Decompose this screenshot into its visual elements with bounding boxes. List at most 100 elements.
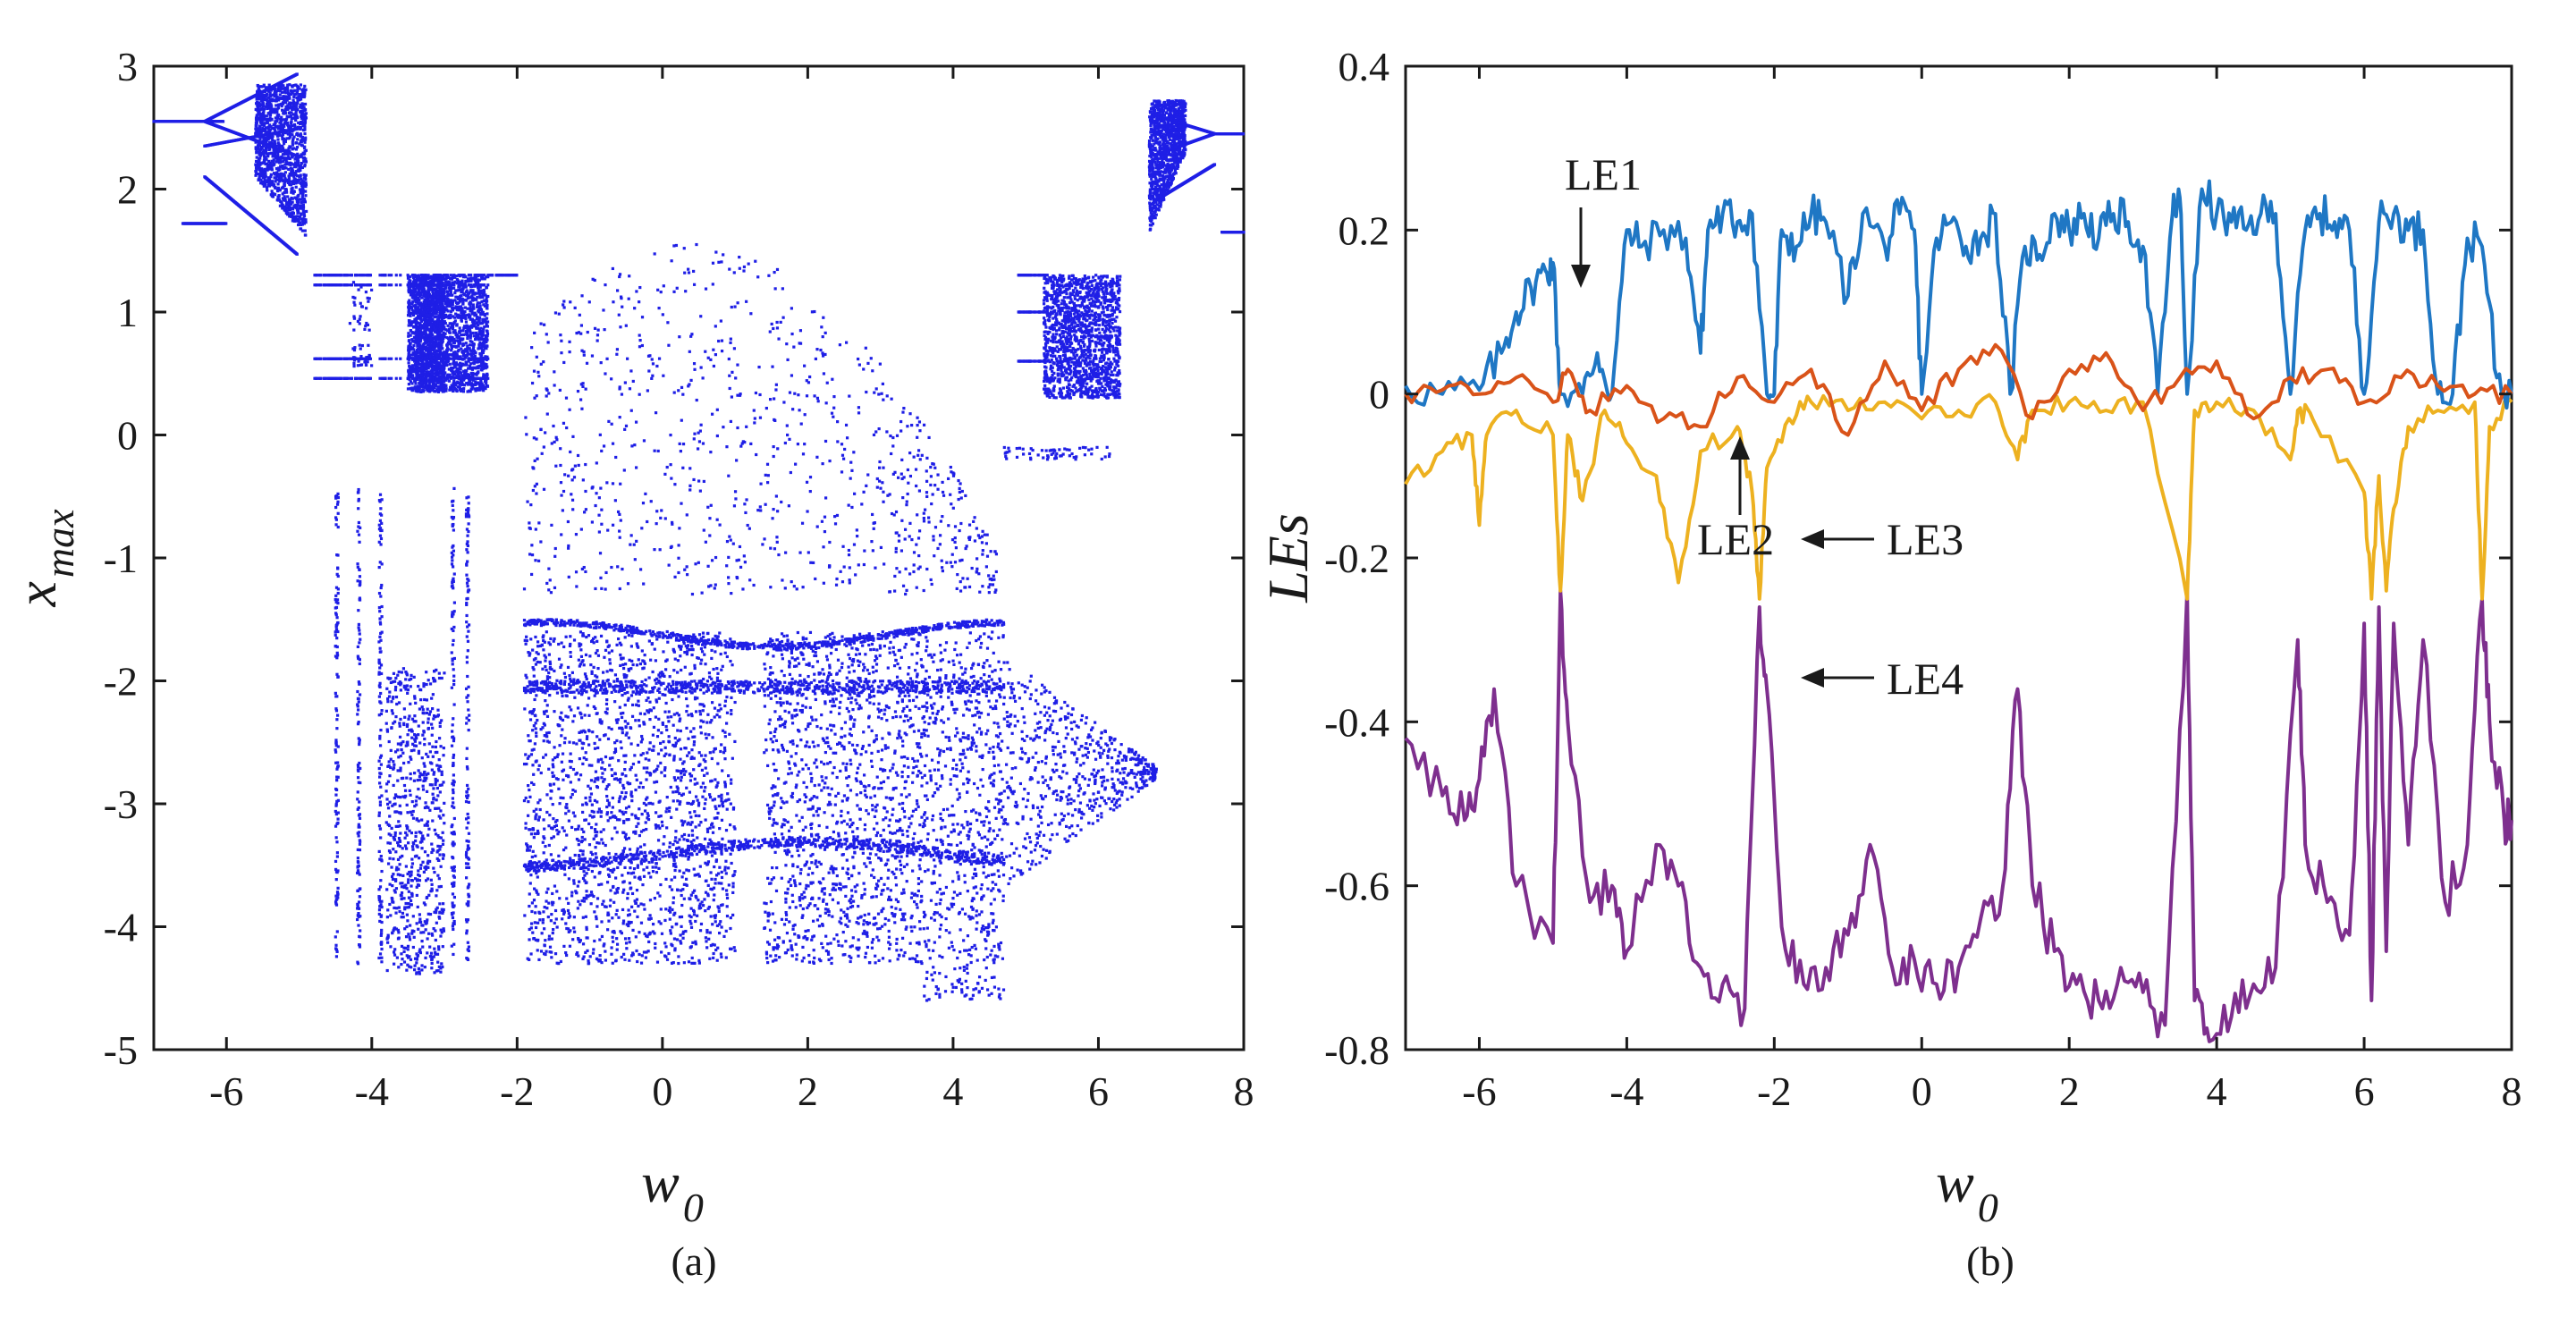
scatter-point [362,376,366,380]
scatter-point [263,173,266,177]
scatter-point [302,106,306,109]
scatter-point [269,125,273,129]
scatter-point [291,91,294,95]
scatter-point [269,173,273,176]
scatter-point [303,145,307,148]
scatter-point [1174,130,1178,133]
scatter-point [277,145,281,149]
scatter-point [1162,182,1166,186]
scatter-point [350,274,354,277]
scatter-point [254,163,258,166]
scatter-point [283,176,287,181]
scatter-point [286,89,290,93]
scatter-point [279,87,283,90]
scatter-point [265,186,269,190]
scatter-point [287,132,291,136]
scatter-point [266,168,269,172]
scatter-point [302,212,306,215]
scatter-point [283,163,287,166]
scatter-point [265,105,268,109]
scatter-point [1176,157,1179,161]
scatter-point [258,112,261,115]
scatter-point [334,274,337,277]
scatter-point [267,112,271,115]
scatter-point [299,132,302,136]
scatter-point [299,191,302,195]
scatter-point [353,274,358,277]
scatter-point [1178,110,1182,114]
scatter-point [1161,109,1164,113]
scatter-point [266,134,269,138]
scatter-point [291,143,294,147]
scatter-point [256,145,260,149]
panel-a-scatter-points [152,72,1246,1002]
scatter-point [276,116,280,120]
scatter-point [295,146,300,149]
scatter-point [264,148,267,152]
scatter-point [300,179,304,182]
scatter-point [279,124,283,128]
scatter-point [301,200,305,204]
scatter-point [291,168,294,172]
scatter-point [316,283,319,287]
scatter-point [1153,216,1157,220]
scatter-point [344,274,348,277]
scatter-point [274,120,277,123]
scatter-point [299,104,303,107]
scatter-point [258,159,261,164]
scatter-point [291,219,294,223]
scatter-point [283,90,286,94]
scatter-point [267,148,271,152]
scatter-point [264,126,268,130]
scatter-point [301,188,305,191]
scatter-point [303,229,307,232]
scatter-point [1153,176,1157,180]
scatter-point [269,151,274,155]
scatter-point [1178,129,1183,132]
scatter-point [1166,168,1170,173]
scatter-point [1172,121,1177,125]
scatter-point [300,229,304,232]
scatter-point [266,159,271,164]
scatter-point [293,216,297,220]
scatter-point [270,180,274,183]
scatter-point [296,194,300,198]
scatter-point [1164,103,1168,106]
scatter-point [1156,160,1160,164]
scatter-point [298,207,301,210]
scatter-point [266,183,270,188]
scatter-point [283,198,287,202]
scatter-point [304,183,308,187]
scatter-point [1154,189,1158,193]
scatter-point [482,283,486,287]
scatter-point [287,178,291,182]
scatter-point [301,117,305,122]
scatter-point [276,127,281,131]
scatter-point [288,206,292,210]
scatter-point [283,86,287,89]
scatter-point [273,176,276,180]
scatter-point [283,124,286,128]
scatter-point [300,92,304,96]
scatter-point [291,133,294,137]
scatter-point [1161,127,1165,131]
scatter-point [1148,143,1152,147]
scatter-point [287,102,291,106]
scatter-point [295,72,299,76]
scatter-point [281,205,284,209]
scatter-point [290,120,293,123]
scatter-point [1182,148,1186,152]
scatter-point [318,274,323,277]
scatter-point [1183,101,1187,105]
scatter-point [283,121,287,125]
scatter-point [338,283,342,287]
scatter-point [1170,142,1173,146]
scatter-point [299,165,302,168]
scatter-point [356,376,360,380]
scatter-point [383,376,387,380]
scatter-point [284,203,289,207]
scatter-point [281,102,284,106]
scatter-point [259,167,264,171]
scatter-point [283,182,286,186]
scatter-point [254,124,258,128]
